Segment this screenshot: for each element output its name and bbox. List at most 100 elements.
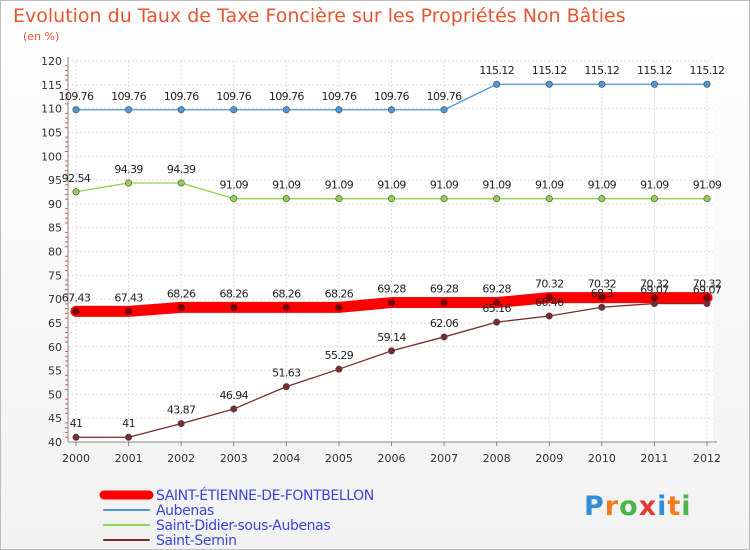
series-marker-1 (72, 106, 80, 114)
series-marker-0 (440, 298, 448, 307)
data-label-1: 109.76 (321, 90, 356, 103)
series-marker-2 (703, 195, 711, 203)
x-tick-label: 2007 (430, 452, 458, 465)
series-marker-1 (335, 106, 343, 114)
y-tick-label: 75 (48, 269, 62, 282)
series-marker-0 (493, 298, 501, 307)
series-marker-1 (650, 80, 658, 88)
series-marker-3 (72, 433, 80, 441)
data-label-3: 59.14 (377, 331, 406, 344)
data-label-3: 41 (70, 417, 83, 430)
data-label-1: 109.76 (269, 90, 304, 103)
y-tick-label: 120 (41, 55, 62, 68)
series-marker-3 (650, 300, 658, 308)
data-label-0: 70.32 (640, 278, 669, 291)
data-label-3: 68.3 (591, 287, 614, 300)
data-label-0: 68.26 (325, 287, 354, 300)
series-marker-0 (72, 307, 80, 315)
data-label-1: 115.12 (637, 64, 672, 77)
y-tick-label: 50 (48, 388, 62, 401)
series-marker-0 (230, 303, 238, 312)
series-marker-2 (650, 195, 658, 203)
series-marker-3 (598, 303, 606, 311)
series-marker-1 (125, 106, 133, 114)
series-marker-1 (703, 80, 711, 88)
data-label-2: 94.39 (167, 163, 196, 176)
proxiti-logo: Proxiti (584, 491, 692, 522)
data-label-3: 46.94 (220, 389, 249, 402)
data-label-1: 109.76 (59, 90, 94, 103)
x-tick-label: 2009 (535, 452, 563, 465)
y-tick-label: 90 (48, 198, 62, 211)
y-tick-label: 95 (48, 174, 62, 187)
axes: 40 45 50 55 60 65 70 75 80 85 90 95 100 105 110 115 120 2… (41, 55, 721, 465)
series-marker-3 (177, 420, 185, 428)
series-marker-1 (177, 106, 185, 114)
x-tick-label: 2001 (115, 452, 143, 465)
series-marker-1 (387, 106, 395, 114)
series-markers (72, 80, 711, 441)
data-label-2: 91.09 (220, 179, 249, 192)
data-label-2: 91.09 (325, 179, 354, 192)
data-labels: 109.76 109.76 109.76 109.76 109.76 109.76 109.… (59, 64, 725, 430)
series-marker-0 (387, 298, 396, 307)
series-marker-3 (440, 333, 448, 341)
series-marker-0 (703, 294, 711, 302)
x-tick-label: 2002 (167, 452, 195, 465)
data-label-3: 43.87 (167, 404, 196, 417)
data-label-1: 115.12 (690, 64, 725, 77)
series-marker-3 (545, 312, 553, 320)
y-tick-label: 40 (48, 436, 62, 449)
y-tick-label: 100 (41, 150, 62, 163)
data-label-2: 91.09 (640, 179, 669, 192)
series-marker-2 (440, 195, 448, 203)
data-label-1: 109.76 (427, 90, 462, 103)
x-tick-label: 2004 (272, 452, 300, 465)
data-label-0: 69.28 (430, 283, 459, 296)
data-label-1: 109.76 (164, 90, 199, 103)
series-marker-3 (125, 433, 133, 441)
data-label-1: 109.76 (216, 90, 251, 103)
data-label-2: 91.09 (272, 179, 301, 192)
data-label-3: 62.06 (430, 317, 459, 330)
grid (68, 60, 713, 443)
x-tick-label: 2000 (62, 452, 90, 465)
data-label-1: 115.12 (584, 64, 619, 77)
series-marker-0 (545, 294, 553, 302)
data-label-2: 91.09 (482, 179, 511, 192)
x-tick-label: 2005 (325, 452, 353, 465)
series-marker-0 (335, 303, 343, 312)
series-marker-0 (177, 303, 185, 312)
series-marker-0 (650, 294, 659, 302)
series-marker-0 (598, 294, 606, 302)
data-label-3: 66.46 (535, 296, 564, 309)
y-tick-label: 45 (48, 412, 62, 425)
series-marker-2 (177, 179, 185, 187)
x-tick-label: 2010 (588, 452, 616, 465)
series-marker-2 (72, 188, 80, 196)
data-label-1: 109.76 (111, 90, 146, 103)
data-label-2: 92.54 (62, 172, 91, 185)
series-marker-1 (230, 106, 238, 114)
data-label-3: 69.07 (693, 284, 722, 297)
data-label-2: 91.09 (535, 179, 564, 192)
y-tick-label: 60 (48, 341, 62, 354)
series-marker-1 (545, 80, 553, 88)
series-marker-2 (230, 195, 238, 203)
data-label-3: 55.29 (325, 349, 354, 362)
x-tick-label: 2003 (220, 452, 248, 465)
x-tick-label: 2012 (693, 452, 721, 465)
series-marker-2 (545, 195, 553, 203)
legend-label-0: SAINT-ÉTIENNE-DE-FONTBELLON (156, 487, 374, 504)
series-marker-3 (335, 365, 343, 373)
data-label-0: 68.26 (220, 287, 249, 300)
series-marker-3 (493, 318, 501, 326)
series-marker-1 (282, 106, 290, 114)
series-marker-3 (282, 383, 290, 391)
series-marker-2 (387, 195, 395, 203)
series-marker-0 (282, 303, 290, 312)
data-label-3: 69.07 (640, 284, 669, 297)
series-marker-2 (493, 195, 501, 203)
data-label-0: 70.32 (588, 278, 617, 291)
